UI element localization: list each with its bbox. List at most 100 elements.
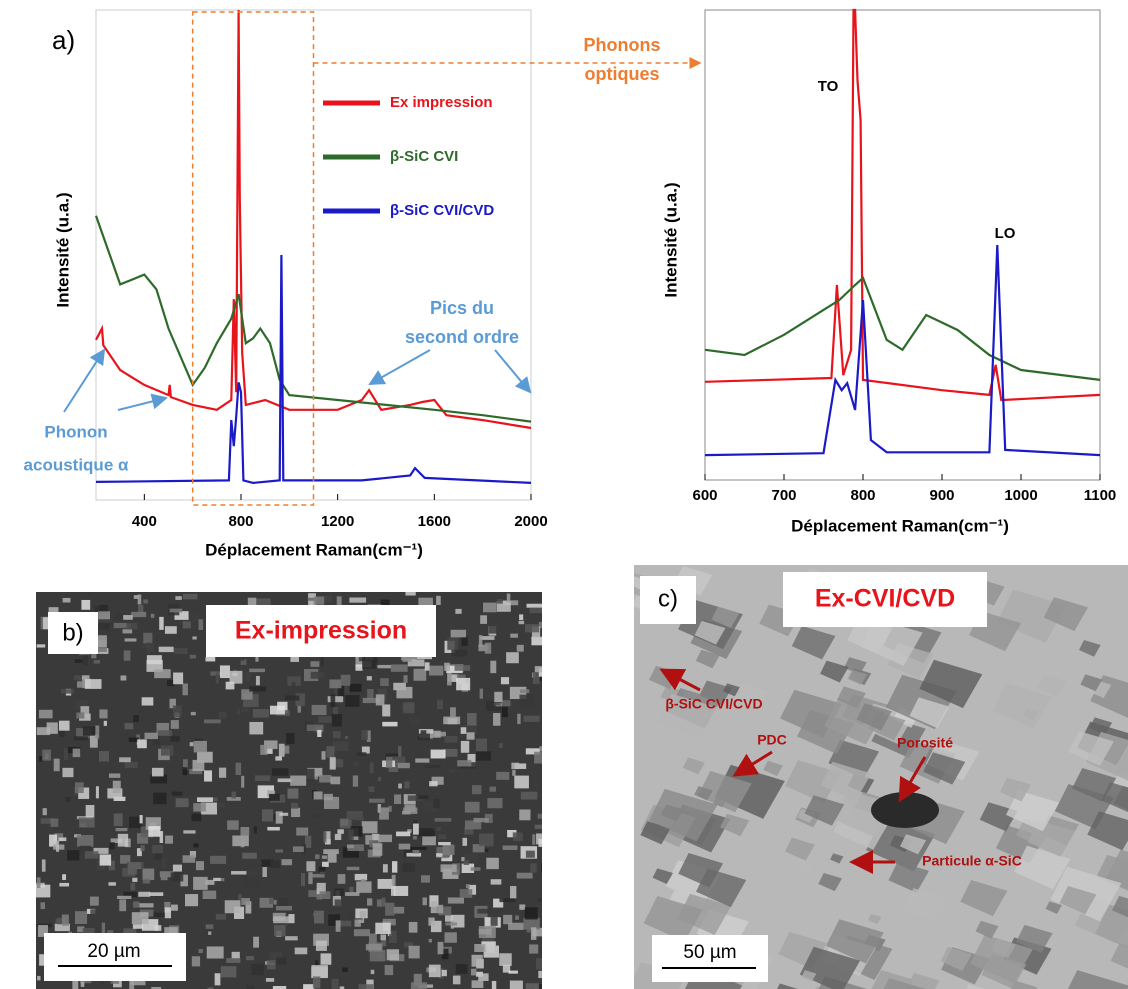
texture (140, 826, 154, 838)
texture (525, 624, 540, 633)
texture (447, 672, 452, 686)
legend-label: Ex impression (390, 94, 493, 111)
texture (137, 739, 147, 749)
texture (124, 638, 137, 642)
texture (65, 796, 71, 803)
texture (499, 953, 512, 966)
texture (120, 675, 127, 681)
texture (313, 596, 325, 605)
texture (440, 864, 457, 872)
texture (349, 886, 354, 894)
texture (275, 905, 293, 911)
texture (218, 711, 227, 719)
texture (171, 904, 178, 911)
texture (420, 730, 427, 734)
texture (331, 714, 342, 727)
texture (253, 826, 257, 834)
texture (36, 877, 41, 888)
texture (413, 973, 422, 986)
texture (311, 704, 327, 716)
texture (377, 776, 381, 782)
texture (141, 638, 150, 649)
texture (449, 769, 455, 773)
texture (148, 826, 161, 837)
texture (290, 802, 299, 809)
texture (960, 880, 1008, 917)
texture (791, 625, 836, 660)
texture (314, 910, 324, 924)
texture (519, 809, 531, 821)
texture (81, 599, 91, 610)
texture (429, 781, 438, 787)
texture (643, 896, 703, 942)
texture (391, 861, 398, 873)
texture (99, 709, 108, 719)
texture (1110, 943, 1128, 969)
texture (500, 677, 510, 685)
texture (467, 713, 477, 726)
texture (249, 721, 264, 735)
annotation: acoustique α (24, 455, 129, 474)
texture (143, 632, 153, 644)
texture (315, 940, 327, 951)
texture (459, 725, 477, 734)
texture (241, 898, 251, 905)
texture (695, 649, 720, 669)
texture (175, 798, 189, 808)
texture (174, 611, 189, 620)
texture (236, 708, 240, 715)
texture (205, 657, 216, 662)
texture (524, 907, 538, 920)
texture (295, 693, 305, 707)
texture (362, 656, 378, 669)
texture (444, 662, 450, 671)
texture (103, 720, 107, 726)
texture (1111, 895, 1128, 918)
feature-label: Particule α-SiC (922, 853, 1022, 869)
texture (119, 899, 127, 912)
texture (657, 693, 719, 741)
texture (37, 975, 41, 981)
texture (61, 914, 69, 926)
texture (152, 912, 170, 918)
texture (390, 886, 396, 896)
texture (455, 608, 462, 614)
texture (472, 844, 485, 853)
panel-title: Ex-CVI/CVD (815, 585, 955, 613)
texture (218, 767, 227, 778)
texture (532, 927, 542, 937)
texture (58, 720, 70, 731)
texture (275, 756, 283, 761)
texture (136, 848, 142, 857)
texture (405, 592, 416, 596)
texture (154, 925, 162, 931)
texture (401, 655, 417, 661)
texture (119, 757, 131, 763)
texture (970, 934, 1033, 983)
texture (438, 841, 451, 846)
texture (124, 723, 134, 730)
texture (214, 973, 221, 986)
texture (669, 890, 690, 907)
texture (267, 960, 276, 970)
texture (408, 945, 420, 959)
texture (164, 901, 171, 913)
texture (390, 756, 406, 764)
texture (997, 589, 1067, 644)
texture (204, 770, 213, 782)
texture (141, 919, 159, 931)
texture (1016, 924, 1053, 953)
texture (1095, 904, 1128, 949)
texture (99, 604, 109, 617)
annotation: TO (818, 78, 839, 95)
texture (418, 795, 429, 800)
texture (267, 790, 276, 797)
texture (389, 930, 397, 943)
texture (138, 891, 151, 897)
texture (241, 775, 245, 788)
y-axis-label: Intensité (u.a.) (53, 192, 72, 307)
texture (150, 613, 155, 618)
texture (133, 715, 139, 723)
texture (520, 791, 538, 800)
texture (312, 976, 321, 989)
